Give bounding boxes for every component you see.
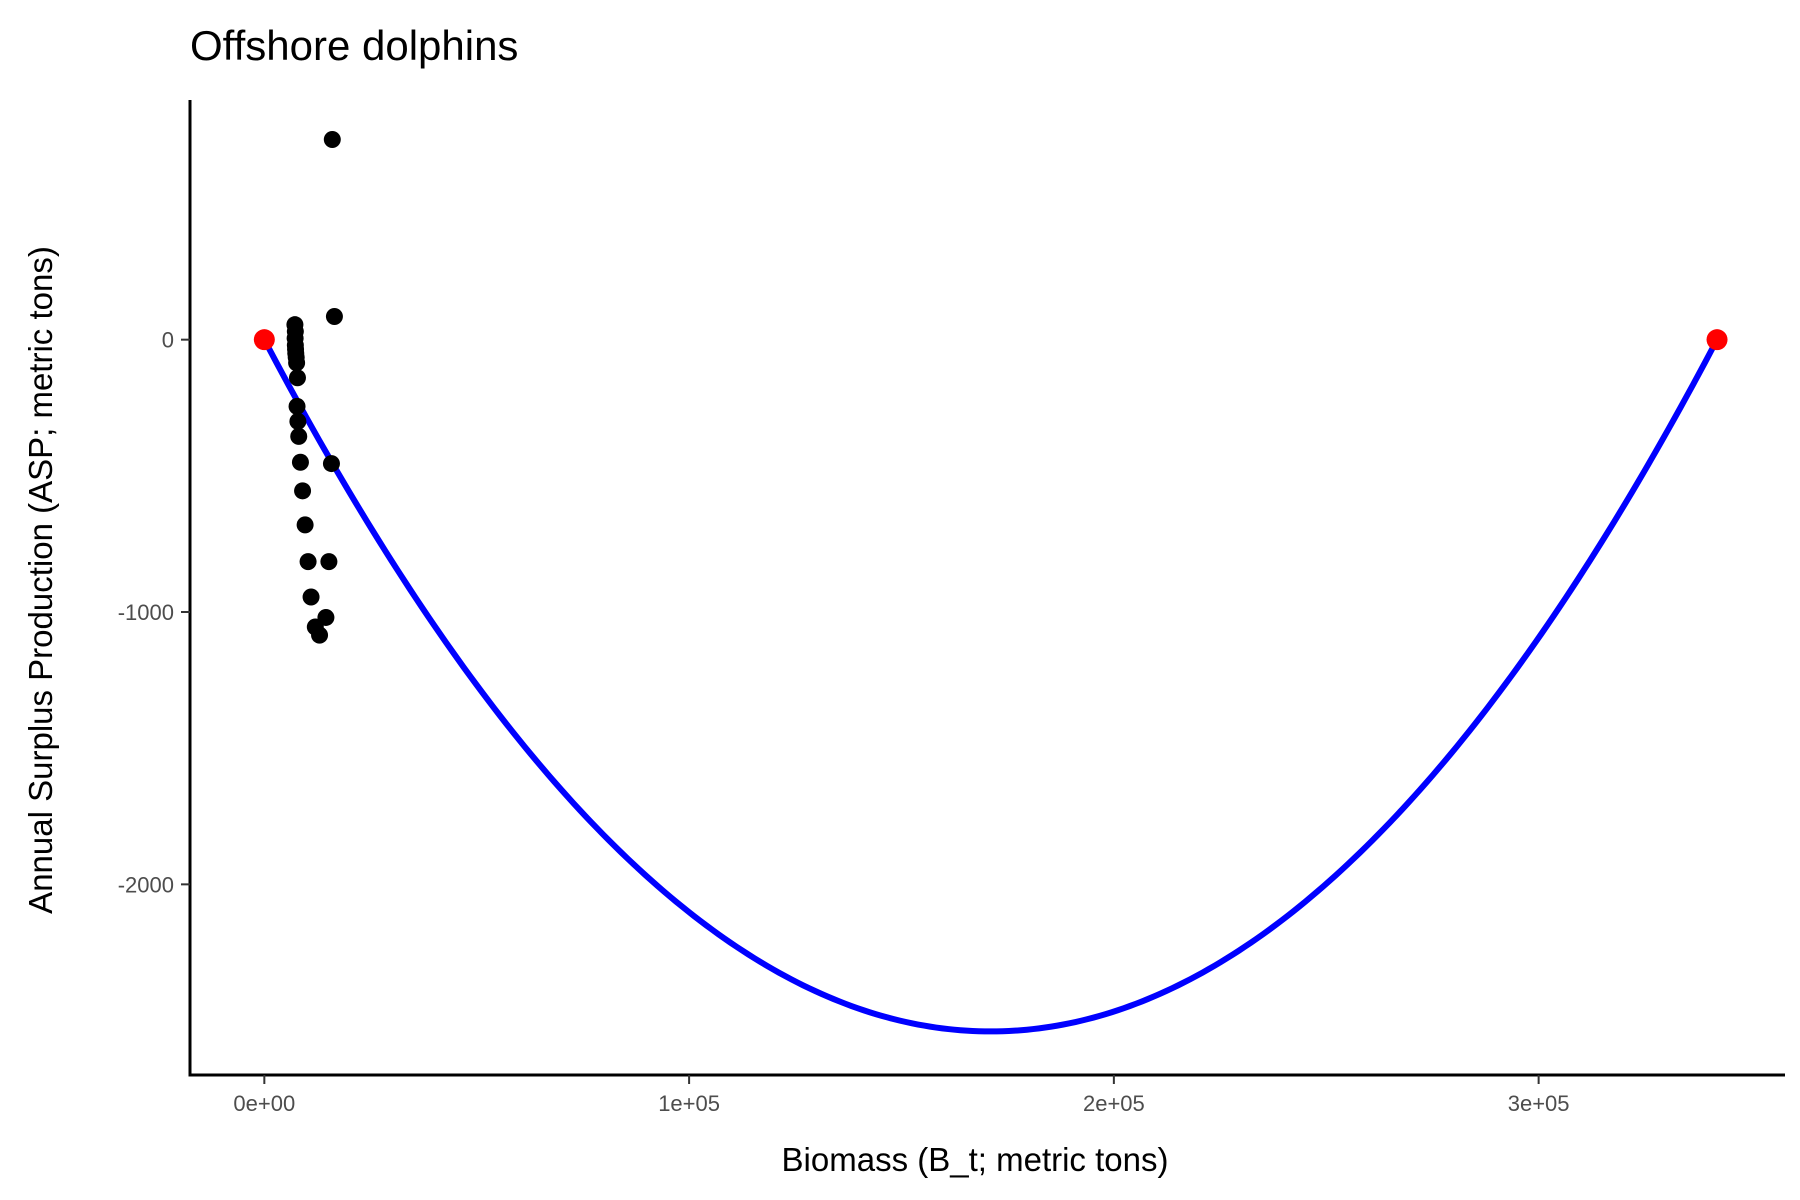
data-point [296,516,314,534]
y-tick-label: -2000 [118,872,174,897]
x-tick-label: 2e+05 [1083,1091,1145,1116]
y-tick-label: -1000 [118,600,174,625]
data-point [288,354,306,372]
y-axis-ticks: -2000 -1000 0 [118,328,190,897]
y-tick-label: 0 [162,328,174,353]
data-point [320,553,338,571]
data-point [322,455,340,473]
data-point [311,626,329,644]
endpoint-marker [1706,329,1728,351]
data-point [294,482,312,500]
data-point [325,308,343,326]
data-point [302,588,320,606]
data-point [299,553,317,571]
x-axis-title: Biomass (B_t; metric tons) [782,1141,1169,1178]
x-tick-label: 1e+05 [658,1091,720,1116]
data-point [288,369,306,387]
x-tick-label: 0e+00 [233,1091,295,1116]
data-point [291,453,309,471]
surplus-production-curve [261,338,1720,1035]
chart-title: Offshore dolphins [190,22,518,69]
data-point [288,397,306,415]
data-point [290,427,308,445]
data-point [289,412,307,430]
plot-area [253,130,1728,1035]
x-tick-label: 3e+05 [1508,1091,1570,1116]
x-axis-ticks: 0e+00 1e+05 2e+05 3e+05 [233,1075,1570,1116]
endpoint-marker [253,329,275,351]
data-point [323,130,341,148]
y-axis-title: Annual Surplus Production (ASP; metric t… [22,246,59,914]
